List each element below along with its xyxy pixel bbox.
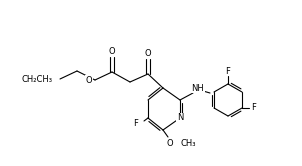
Text: CH₃: CH₃ (181, 139, 197, 149)
Text: O: O (167, 139, 173, 149)
Text: O: O (145, 48, 151, 57)
Text: F: F (133, 120, 138, 128)
Text: F: F (226, 67, 230, 76)
Text: N: N (177, 114, 183, 123)
Text: O: O (109, 46, 115, 55)
Text: NH: NH (192, 83, 204, 92)
Text: F: F (252, 103, 256, 113)
Text: O: O (86, 76, 92, 84)
Text: CH₂CH₃: CH₂CH₃ (21, 75, 52, 83)
